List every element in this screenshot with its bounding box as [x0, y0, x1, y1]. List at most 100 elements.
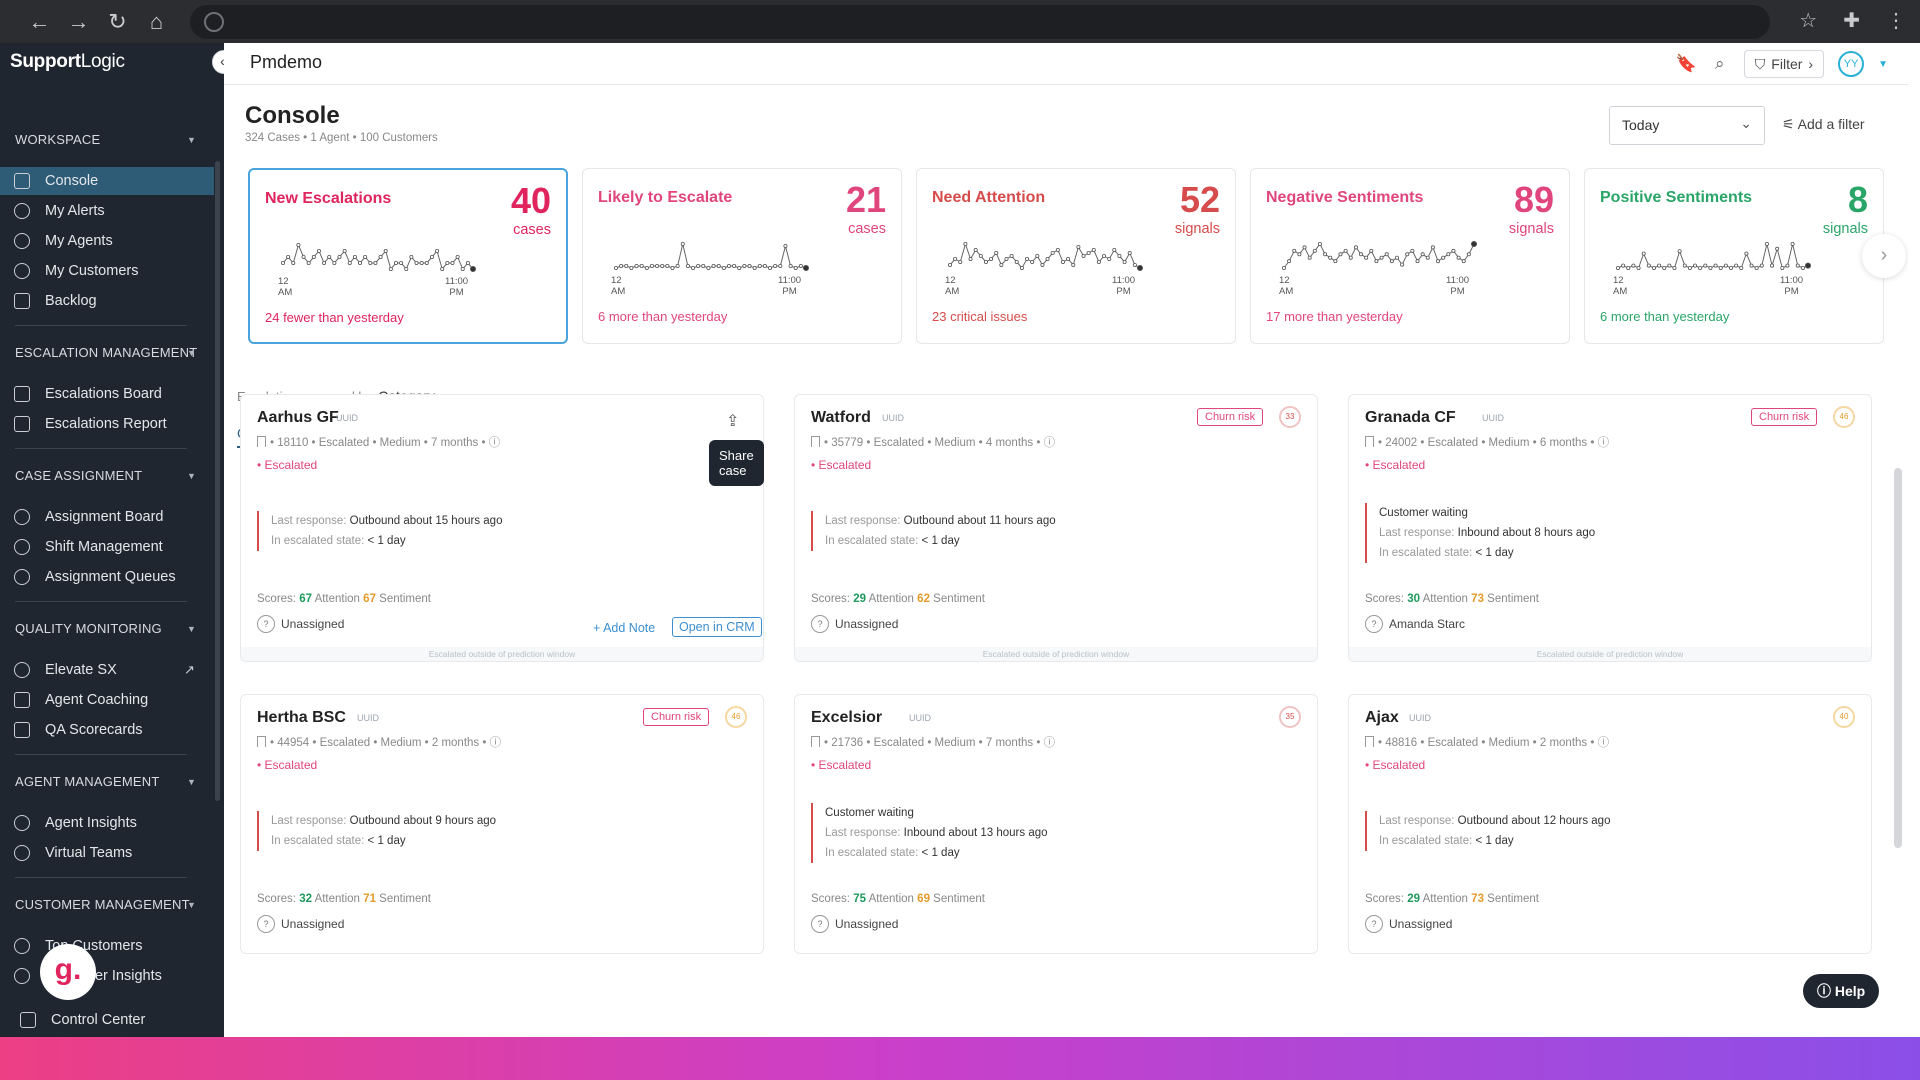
case-assignee[interactable]: ? Unassigned	[811, 615, 898, 633]
sidebar-item-control-center[interactable]: Control Center	[0, 1006, 214, 1034]
browser-menu-icon[interactable]: ⋮	[1886, 10, 1906, 32]
reload-icon[interactable]: ↻	[108, 8, 127, 34]
date-range-select[interactable]: Today ⌄	[1609, 106, 1765, 145]
sidebar-section-title[interactable]: AGENT MANAGEMENT	[15, 774, 160, 789]
info-icon[interactable]: ⓘ	[485, 437, 501, 449]
app-logo[interactable]: SupportLogic	[10, 51, 125, 72]
case-card[interactable]: Aarhus GF UUID • 18110 • Escalated • Mediu…	[240, 394, 764, 662]
case-card[interactable]: Excelsior UUID • 21736 • Escalated • Mediu…	[794, 694, 1318, 954]
search-icon[interactable]: ⌕	[1715, 54, 1725, 73]
bookmark-star-icon[interactable]: ☆	[1799, 10, 1818, 32]
chevron-down-icon[interactable]: ▼	[187, 624, 196, 634]
case-card[interactable]: Ajax UUID • 48816 • Escalated • Medium • 2…	[1348, 694, 1872, 954]
sidebar-item-escalations-board[interactable]: Escalations Board	[0, 380, 214, 408]
info-icon[interactable]: ⓘ	[1594, 437, 1610, 449]
help-button[interactable]: ⓘ Help	[1803, 974, 1880, 1008]
sparkline-point	[747, 263, 752, 268]
info-icon[interactable]: ⓘ	[1040, 737, 1056, 749]
sidebar-section-title[interactable]: CASE ASSIGNMENT	[15, 468, 143, 483]
bookmark-icon[interactable]	[257, 736, 266, 747]
churn-risk-badge: Churn risk	[1197, 408, 1264, 426]
bookmark-icon[interactable]	[1365, 436, 1374, 447]
bookmark-icon[interactable]	[1365, 736, 1374, 747]
case-customer-name[interactable]: Hertha BSC	[257, 709, 346, 726]
sidebar-item-console[interactable]: Console	[0, 167, 214, 195]
sidebar-item-my-agents[interactable]: My Agents	[0, 227, 214, 255]
back-icon[interactable]: ←	[28, 8, 51, 34]
chevron-down-icon[interactable]: ▼	[187, 471, 196, 481]
sidebar-item-backlog[interactable]: Backlog	[0, 287, 214, 315]
sidebar-section-title[interactable]: WORKSPACE	[15, 132, 101, 147]
chevron-down-icon[interactable]: ▼	[187, 777, 196, 787]
info-icon[interactable]: ⓘ	[486, 737, 502, 749]
signal-card-need-attention[interactable]: Need Attention 52 signals 23 critical issue…	[916, 168, 1236, 344]
floating-avatar[interactable]: g.	[40, 944, 96, 1000]
info-icon[interactable]: ⓘ	[1594, 737, 1610, 749]
case-assignee[interactable]: ? Unassigned	[811, 915, 898, 933]
sidebar-section-title[interactable]: ESCALATION MANAGEMENT	[15, 345, 198, 360]
sidebar-item-qa-scorecards[interactable]: QA Scorecards	[0, 716, 214, 744]
sidebar-item-customer-insights[interactable]: Customer Insights	[0, 962, 214, 990]
info-icon[interactable]: ⓘ	[1040, 437, 1056, 449]
filter-button[interactable]: ⛉ Filter ›	[1743, 50, 1825, 78]
signal-card-negative-sentiments[interactable]: Negative Sentiments 89 signals 17 more than…	[1250, 168, 1570, 344]
cards-next-button[interactable]: ›	[1862, 234, 1906, 278]
add-filter-button[interactable]: ⚟ Add a filter	[1782, 116, 1865, 133]
site-info-icon[interactable]	[204, 12, 224, 32]
signal-card-likely-to-escalate[interactable]: Likely to Escalate 21 cases 6 more than yes…	[582, 168, 902, 344]
case-customer-name[interactable]: Aarhus GF	[257, 409, 339, 426]
sidebar-item-assignment-queues[interactable]: Assignment Queues	[0, 563, 214, 591]
chevron-down-icon[interactable]: ▼	[187, 135, 196, 145]
sidebar-item-escalations-report[interactable]: Escalations Report	[0, 410, 214, 438]
sidebar-item-agent-coaching[interactable]: Agent Coaching	[0, 686, 214, 714]
signal-card-positive-sentiments[interactable]: Positive Sentiments 8 signals 6 more than y…	[1584, 168, 1884, 344]
sidebar-item-top-customers[interactable]: Top Customers	[0, 932, 214, 960]
forward-icon[interactable]: →	[67, 8, 90, 34]
add-note-button[interactable]: + Add Note	[593, 621, 656, 635]
risk-score-ring: 40	[1833, 706, 1855, 728]
bookmark-icon[interactable]	[811, 736, 820, 747]
last-response-value: Outbound about 9 hours ago	[349, 815, 497, 827]
user-avatar[interactable]: YY	[1838, 51, 1865, 77]
sidebar-section-title[interactable]: CUSTOMER MANAGEMENT	[15, 897, 190, 912]
case-assignee[interactable]: ? Unassigned	[1365, 915, 1452, 933]
sidebar-item-elevate-sx[interactable]: Elevate SX ↗	[0, 656, 214, 684]
bookmark-icon[interactable]: 🔖	[1675, 54, 1697, 73]
bookmark-icon[interactable]	[811, 436, 820, 447]
escalated-state-line: In escalated state: < 1 day	[825, 843, 1131, 863]
sidebar-item-my-alerts[interactable]: My Alerts	[0, 197, 214, 225]
sidebar-item-shift-management[interactable]: Shift Management	[0, 533, 214, 561]
case-customer-name[interactable]: Granada CF	[1365, 409, 1456, 426]
user-menu-caret-icon[interactable]: ▼	[1878, 58, 1888, 70]
sidebar-scrollbar[interactable]	[215, 161, 220, 801]
attention-label: Attention	[314, 893, 360, 905]
case-card[interactable]: Hertha BSC UUID • 44954 • Escalated • Medi…	[240, 694, 764, 954]
sidebar-item-my-customers[interactable]: My Customers	[0, 257, 214, 285]
case-assignee[interactable]: ? Unassigned	[257, 615, 344, 633]
chevron-down-icon[interactable]: ▼	[187, 348, 196, 358]
sidebar-section-title[interactable]: QUALITY MONITORING	[15, 621, 162, 636]
share-icon[interactable]: ⇪	[726, 413, 740, 430]
open-in-crm-button[interactable]: Open in CRM	[672, 617, 762, 637]
case-response-block: Last response: Outbound about 12 hours a…	[1365, 811, 1685, 851]
extensions-icon[interactable]: ✚	[1843, 10, 1860, 32]
case-assignee[interactable]: ? Unassigned	[257, 915, 344, 933]
case-customer-name[interactable]: Watford	[811, 409, 871, 426]
signal-card-new-escalations[interactable]: New Escalations 40 cases 24 fewer than yest…	[248, 168, 568, 344]
case-card[interactable]: Granada CF UUID • 24002 • Escalated • Medi…	[1348, 394, 1872, 662]
attention-score: 32	[299, 893, 312, 905]
case-customer-name[interactable]: Excelsior	[811, 709, 883, 726]
sidebar-item-assignment-board[interactable]: Assignment Board	[0, 503, 214, 531]
case-assignee[interactable]: ? Amanda Starc	[1365, 615, 1465, 633]
sentiment-label: Sentiment	[379, 893, 431, 905]
case-card[interactable]: Watford UUID • 35779 • Escalated • Medium …	[794, 394, 1318, 662]
sidebar-item-virtual-teams[interactable]: Virtual Teams	[0, 839, 214, 867]
chevron-down-icon[interactable]: ▼	[187, 900, 196, 910]
case-customer-name[interactable]: Ajax	[1365, 709, 1399, 726]
sidebar-item-agent-insights[interactable]: Agent Insights	[0, 809, 214, 837]
bookmark-icon[interactable]	[257, 436, 266, 447]
last-response-line: Last response: Inbound about 8 hours ago	[1379, 523, 1685, 543]
main-scrollbar[interactable]	[1894, 468, 1902, 848]
address-bar[interactable]	[190, 5, 1770, 39]
home-icon[interactable]: ⌂	[149, 8, 164, 34]
